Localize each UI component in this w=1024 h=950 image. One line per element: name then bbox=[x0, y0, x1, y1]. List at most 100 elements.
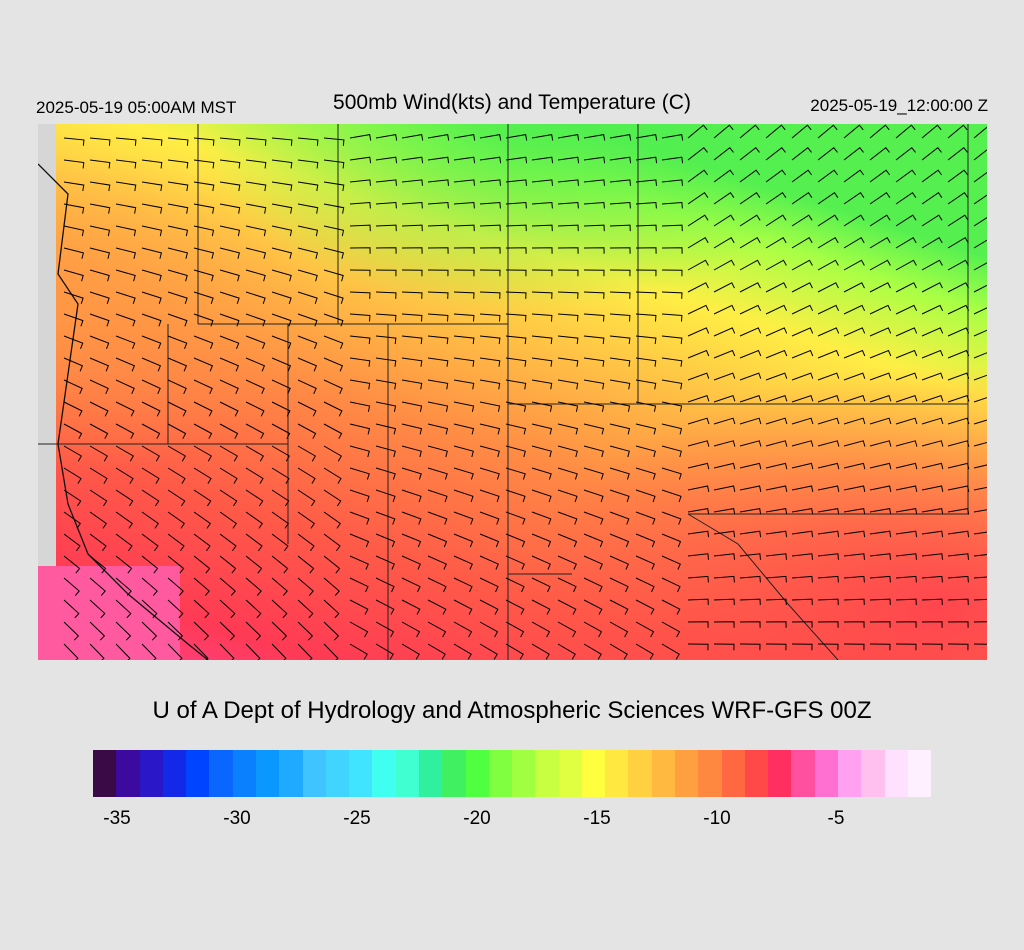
wind-barb bbox=[271, 159, 293, 169]
wind-barb bbox=[63, 225, 85, 237]
wind-barb bbox=[817, 169, 839, 183]
wind-barb bbox=[817, 643, 839, 651]
wind-barb bbox=[973, 239, 987, 249]
wind-barb bbox=[375, 247, 397, 254]
wind-barb bbox=[635, 313, 657, 322]
wind-barb bbox=[505, 489, 526, 503]
wind-barb bbox=[687, 575, 709, 583]
wind-barb bbox=[817, 237, 839, 249]
wind-barb bbox=[63, 577, 80, 596]
wind-barb bbox=[453, 577, 473, 593]
color-swatch bbox=[162, 750, 187, 797]
wind-barb bbox=[453, 467, 474, 480]
wind-barb bbox=[947, 124, 968, 139]
wind-barb bbox=[843, 417, 866, 425]
wind-barb bbox=[401, 401, 423, 412]
color-swatch bbox=[907, 750, 932, 797]
wind-barb bbox=[817, 621, 839, 628]
wind-barb bbox=[245, 599, 262, 619]
color-swatch bbox=[768, 750, 792, 797]
wind-barb bbox=[323, 181, 345, 192]
wind-barb bbox=[973, 643, 987, 645]
wind-barb bbox=[479, 357, 501, 367]
wind-barb bbox=[973, 217, 987, 227]
wind-barb bbox=[375, 291, 397, 299]
wind-barb bbox=[531, 533, 552, 548]
wind-barb bbox=[921, 214, 943, 227]
wind-barb bbox=[817, 440, 840, 447]
wind-barb bbox=[947, 440, 970, 447]
wind-barb bbox=[973, 531, 987, 535]
wind-barb bbox=[921, 440, 944, 447]
wind-barb bbox=[219, 423, 239, 439]
wind-barb bbox=[167, 357, 188, 372]
wind-barb bbox=[271, 291, 292, 304]
wind-barb bbox=[973, 621, 987, 623]
wind-barb bbox=[895, 575, 917, 583]
wind-barb bbox=[609, 599, 629, 615]
wind-barb bbox=[167, 291, 188, 304]
wind-barb bbox=[739, 440, 762, 447]
wind-barb bbox=[843, 553, 865, 560]
wind-barb bbox=[245, 577, 262, 596]
wind-barb bbox=[791, 508, 814, 515]
wind-barb bbox=[531, 621, 551, 638]
wind-barb bbox=[271, 511, 289, 529]
wind-barb bbox=[115, 335, 136, 349]
wind-barb bbox=[583, 555, 603, 570]
wind-barb bbox=[791, 327, 814, 337]
wind-barb bbox=[583, 134, 606, 141]
wind-barb bbox=[869, 192, 891, 205]
wind-barb bbox=[765, 327, 788, 337]
wind-barb bbox=[635, 156, 658, 164]
wind-barb bbox=[115, 599, 132, 619]
wind-barb bbox=[63, 423, 83, 439]
wind-barb bbox=[557, 335, 579, 345]
wind-barb bbox=[323, 401, 343, 417]
wind-barb bbox=[765, 259, 787, 271]
wind-barb bbox=[739, 237, 761, 249]
wind-barb bbox=[687, 372, 710, 381]
wind-barb bbox=[505, 643, 524, 660]
wind-barb bbox=[349, 445, 370, 458]
color-swatch bbox=[232, 750, 256, 797]
wind-barb bbox=[323, 269, 344, 282]
wind-barb bbox=[479, 423, 501, 435]
wind-barb bbox=[375, 467, 396, 480]
wind-barb bbox=[323, 335, 344, 349]
wind-barb bbox=[531, 156, 554, 164]
wind-barb bbox=[817, 372, 840, 381]
wind-barb bbox=[479, 467, 500, 480]
wind-barb bbox=[349, 599, 369, 615]
wind-barb bbox=[557, 291, 579, 299]
wind-barb bbox=[843, 124, 864, 139]
wind-barb bbox=[531, 201, 553, 209]
color-scale-tick-label: -35 bbox=[103, 808, 131, 829]
wind-barb bbox=[141, 159, 163, 169]
wind-barb bbox=[661, 555, 681, 570]
wind-barb bbox=[895, 530, 918, 538]
wind-barb bbox=[609, 621, 629, 638]
wind-barb bbox=[531, 445, 552, 458]
wind-barb bbox=[791, 462, 814, 470]
wind-barb bbox=[739, 327, 762, 337]
wind-barb bbox=[141, 225, 163, 237]
wind-barb bbox=[557, 467, 578, 480]
wind-barb bbox=[869, 394, 892, 403]
wind-barb bbox=[297, 335, 318, 349]
wind-barb bbox=[63, 137, 85, 146]
wind-barb bbox=[375, 379, 397, 390]
wind-barb bbox=[713, 643, 735, 651]
wind-barb bbox=[557, 269, 579, 277]
wind-barb bbox=[765, 214, 787, 227]
wind-barb bbox=[609, 401, 631, 412]
color-swatch bbox=[93, 750, 117, 797]
wind-barb bbox=[817, 485, 840, 492]
wind-barb bbox=[479, 555, 499, 570]
wind-barb bbox=[791, 643, 813, 651]
wind-barb bbox=[193, 401, 213, 417]
wind-barb bbox=[869, 508, 892, 515]
wind-barb bbox=[479, 269, 501, 277]
wind-barb bbox=[531, 269, 553, 277]
wind-barb bbox=[219, 291, 240, 304]
